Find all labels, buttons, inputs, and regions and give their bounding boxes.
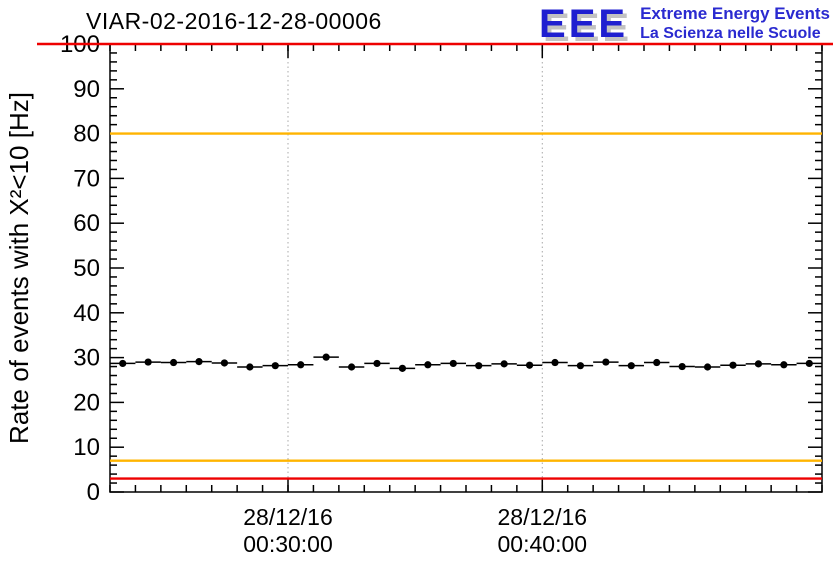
data-point — [373, 359, 381, 368]
data-point — [475, 362, 483, 370]
y-tick-label: 60 — [73, 210, 100, 237]
data-point — [551, 358, 559, 367]
y-axis-title: Rate of events with X²<10 [Hz] — [4, 92, 34, 444]
eee-logo-acronym: EEE — [539, 2, 629, 46]
data-point — [602, 358, 610, 366]
data-point — [144, 358, 152, 366]
data-point — [678, 362, 686, 371]
data-point — [729, 361, 737, 369]
x-tick-label-time: 00:30:00 — [243, 531, 333, 557]
data-point — [576, 362, 585, 370]
data-point — [754, 360, 763, 368]
x-tick-label-time: 00:40:00 — [498, 531, 588, 557]
eee-logo-line1: Extreme Energy Events — [640, 4, 830, 23]
y-tick-label: 70 — [73, 165, 100, 192]
data-point — [271, 362, 279, 370]
x-tick-label-date: 28/12/16 — [243, 504, 333, 530]
data-point — [297, 361, 305, 369]
data-point — [525, 361, 534, 369]
data-point — [119, 359, 127, 368]
data-point — [627, 362, 635, 370]
data-point — [246, 363, 254, 371]
y-tick-label: 90 — [73, 76, 100, 103]
data-point — [347, 363, 356, 371]
data-point — [220, 359, 229, 367]
data-point — [398, 364, 407, 372]
y-tick-label: 10 — [73, 434, 100, 461]
chart-title: VIAR-02-2016-12-28-00006 — [86, 8, 382, 34]
x-tick-label-date: 28/12/16 — [498, 504, 588, 530]
y-tick-label: 40 — [73, 300, 100, 327]
y-tick-label: 20 — [73, 389, 100, 416]
data-point — [424, 361, 432, 369]
data-point — [780, 361, 788, 369]
data-point — [500, 360, 508, 368]
data-point — [703, 363, 712, 371]
y-tick-label: 80 — [73, 121, 100, 148]
data-point — [195, 358, 203, 366]
eee-logo: EEE Extreme Energy Events La Scienza nel… — [539, 4, 830, 44]
eee-logo-line2: La Scienza nelle Scuole — [640, 25, 821, 43]
data-point — [322, 353, 330, 361]
data-point — [169, 358, 178, 367]
data-point — [653, 358, 661, 367]
eee-logo-subtitle: Extreme Energy Events La Scienza nelle S… — [640, 4, 830, 44]
data-point — [805, 359, 813, 368]
y-tick-label: 50 — [73, 255, 100, 282]
data-point — [449, 359, 457, 368]
y-tick-label: 0 — [87, 479, 100, 506]
plot-frame — [109, 43, 823, 493]
y-tick-label: 30 — [73, 345, 100, 372]
